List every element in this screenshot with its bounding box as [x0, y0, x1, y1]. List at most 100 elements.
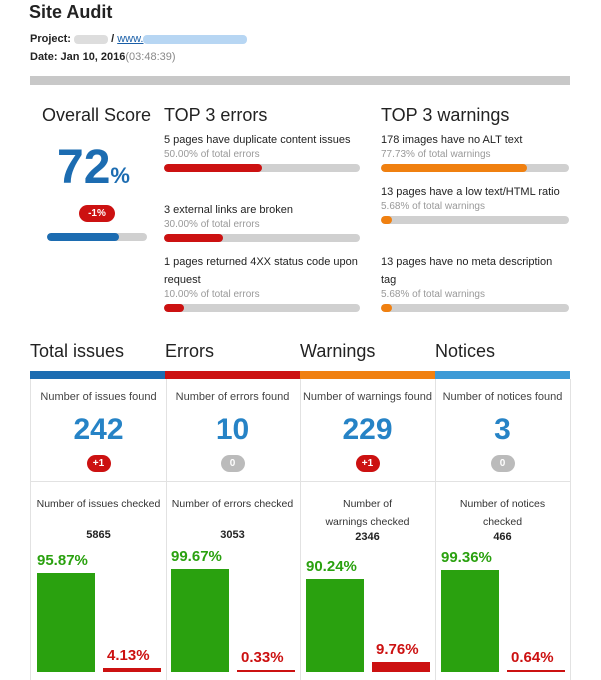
- section-stripe-warnings: [300, 371, 435, 379]
- warnings-checked-value: 2346: [355, 531, 380, 543]
- top-errors-title: TOP 3 errors: [164, 105, 268, 125]
- page-title: Site Audit: [29, 2, 113, 22]
- project-name-redacted: [74, 34, 109, 44]
- notices-ok-percent: 99.36%: [441, 549, 492, 566]
- top-warning-percent: 77.73% of total warnings: [381, 149, 491, 160]
- card-separator: [300, 481, 435, 482]
- project-url-redacted: [143, 34, 248, 44]
- issues-ok-percent: 95.87%: [37, 552, 88, 569]
- top-error-bar: [164, 304, 360, 312]
- top-warning-text: 13 pages have a low text/HTML ratio: [381, 186, 560, 198]
- notices-found-label: Number of notices found: [442, 391, 563, 403]
- overall-score-progress-fill: [47, 233, 119, 241]
- top-error-text: 1 pages returned 4XX status code upon re…: [164, 256, 358, 286]
- warnings-found-label: Number of warnings found: [302, 391, 432, 403]
- project-separator: /: [108, 33, 118, 45]
- notices-found-value: 3: [494, 413, 511, 446]
- section-title-notices: Notices: [435, 341, 496, 361]
- top-warning-item[interactable]: 178 images have no ALT text 77.73% of to…: [381, 131, 569, 172]
- section-stripe-notices: [435, 371, 570, 379]
- top-warning-percent: 5.68% of total warnings: [381, 201, 485, 212]
- top-warning-bar-fill: [381, 304, 392, 312]
- top-warning-bar-fill: [381, 216, 392, 224]
- overall-score-change-badge: -1%: [79, 205, 115, 222]
- top-error-bar-fill: [164, 304, 184, 312]
- notices-failed-bar: [507, 670, 565, 672]
- top-error-text: 5 pages have duplicate content issues: [164, 134, 351, 146]
- overall-score-value: 72%: [57, 141, 130, 194]
- issues-ok-bar: [37, 573, 95, 672]
- issues-delta-badge: +1: [86, 455, 111, 472]
- section-title-warnings: Warnings: [300, 341, 376, 361]
- notices-checked-value: 466: [493, 531, 512, 543]
- top-error-item[interactable]: 1 pages returned 4XX status code upon re…: [164, 253, 360, 312]
- issues-found-value: 242: [73, 413, 124, 446]
- section-card-notices[interactable]: Number of notices found 3 0 Number of no…: [435, 379, 571, 680]
- warnings-checked-label: Number of warnings checked: [325, 498, 410, 528]
- warnings-failed-bar: [372, 662, 430, 672]
- section-title-errors: Errors: [165, 341, 214, 361]
- header-divider: [30, 76, 570, 85]
- section-stripe-errors: [165, 371, 300, 379]
- errors-ok-bar: [171, 569, 229, 672]
- top-error-bar: [164, 164, 360, 172]
- top-error-item[interactable]: 3 external links are broken 30.00% of to…: [164, 201, 360, 242]
- issues-checked-label: Number of issues checked: [36, 498, 161, 510]
- date-label: Date: Jan 10, 2016: [30, 51, 126, 63]
- project-line: Project: / www.: [30, 33, 248, 45]
- top-warning-item[interactable]: 13 pages have a low text/HTML ratio 5.68…: [381, 183, 569, 224]
- project-label: Project:: [30, 33, 71, 45]
- card-separator: [31, 481, 166, 482]
- top-warning-bar-fill: [381, 164, 528, 172]
- top-warning-percent: 5.68% of total warnings: [381, 289, 485, 300]
- errors-checked-label: Number of errors checked: [171, 498, 294, 510]
- issues-failed-bar: [103, 668, 161, 672]
- notices-delta-badge: 0: [490, 455, 515, 472]
- date-time: (03:48:39): [125, 51, 176, 63]
- errors-found-label: Number of errors found: [175, 391, 290, 403]
- warnings-ok-percent: 90.24%: [306, 558, 357, 575]
- errors-delta-badge: 0: [220, 455, 245, 472]
- project-url-link[interactable]: www.: [117, 33, 248, 45]
- date-line: Date: Jan 10, 2016(03:48:39): [30, 51, 176, 63]
- top-error-item[interactable]: 5 pages have duplicate content issues 50…: [164, 131, 360, 172]
- warnings-found-value: 229: [342, 413, 393, 446]
- errors-ok-percent: 99.67%: [171, 548, 222, 565]
- issues-failed-percent: 4.13%: [107, 647, 150, 664]
- warnings-failed-percent: 9.76%: [376, 641, 419, 658]
- top-error-text: 3 external links are broken: [164, 204, 294, 216]
- top-error-percent: 30.00% of total errors: [164, 219, 260, 230]
- top-warning-text: 178 images have no ALT text: [381, 134, 523, 146]
- notices-failed-percent: 0.64%: [511, 649, 554, 666]
- top-warning-bar: [381, 164, 569, 172]
- top-warning-bar: [381, 216, 569, 224]
- top-error-percent: 10.00% of total errors: [164, 289, 260, 300]
- notices-ok-bar: [441, 570, 499, 672]
- issues-found-label: Number of issues found: [40, 391, 157, 403]
- overall-score-title: Overall Score: [42, 105, 152, 125]
- notices-checked-label: Number of notices checked: [459, 498, 546, 528]
- errors-checked-value: 3053: [220, 529, 245, 541]
- top-error-bar-fill: [164, 164, 262, 172]
- top-error-bar: [164, 234, 360, 242]
- top-error-bar-fill: [164, 234, 223, 242]
- top-warnings-title: TOP 3 warnings: [381, 105, 510, 125]
- section-card-total-issues[interactable]: Number of issues found 242 +1 Number of …: [30, 379, 167, 680]
- section-stripe-total-issues: [30, 371, 165, 379]
- top-warning-text: 13 pages have no meta description tag: [381, 256, 553, 286]
- section-card-errors[interactable]: Number of errors found 10 0 Number of er…: [165, 379, 301, 680]
- errors-failed-percent: 0.33%: [241, 649, 284, 666]
- card-separator: [435, 481, 570, 482]
- warnings-ok-bar: [306, 579, 364, 672]
- section-title-total-issues: Total issues: [30, 341, 125, 361]
- section-card-warnings[interactable]: Number of warnings found 229 +1 Number o…: [300, 379, 436, 680]
- top-warning-bar: [381, 304, 569, 312]
- issues-checked-value: 5865: [86, 529, 111, 541]
- top-error-percent: 50.00% of total errors: [164, 149, 260, 160]
- overall-score-progress-bar: [47, 233, 147, 241]
- warnings-delta-badge: +1: [355, 455, 380, 472]
- errors-found-value: 10: [215, 413, 250, 446]
- overall-score-unit: %: [110, 163, 130, 188]
- errors-failed-bar: [237, 670, 295, 672]
- top-warning-item[interactable]: 13 pages have no meta description tag 5.…: [381, 253, 569, 312]
